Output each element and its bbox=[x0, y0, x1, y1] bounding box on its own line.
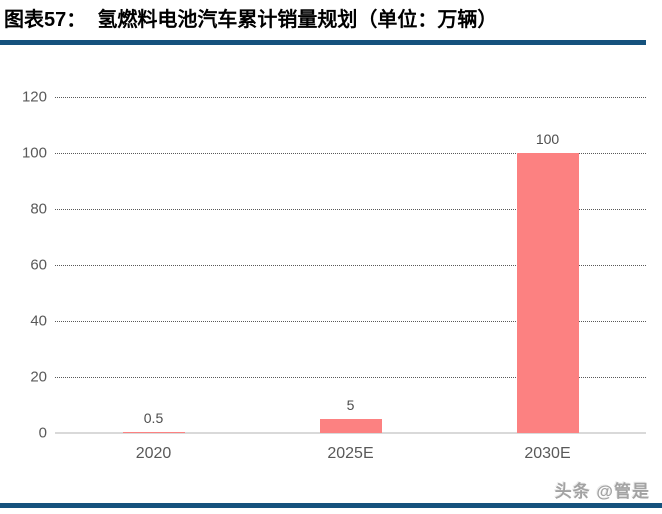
bottom-divider-line bbox=[0, 503, 662, 508]
gridline bbox=[55, 97, 646, 98]
x-axis-tick-label: 2020 bbox=[135, 445, 172, 462]
y-axis-tick-label: 120 bbox=[21, 88, 47, 106]
chart-title: 图表57： 氢燃料电池汽车累计销量规划（单位：万辆） bbox=[4, 9, 498, 31]
bar-value-label: 5 bbox=[346, 397, 355, 413]
gridline bbox=[55, 321, 646, 322]
gridline bbox=[55, 209, 646, 210]
bar-2025E bbox=[319, 419, 382, 433]
gridline bbox=[55, 153, 646, 154]
watermark-text: 头条 @管是 bbox=[554, 482, 650, 501]
y-axis-tick-label: 20 bbox=[30, 368, 47, 386]
title-divider-line bbox=[0, 40, 646, 45]
bar-2020 bbox=[122, 432, 185, 433]
x-axis-tick-label: 2030E bbox=[524, 445, 571, 462]
bar-value-label: 100 bbox=[535, 131, 560, 147]
y-axis-tick-label: 80 bbox=[30, 200, 47, 218]
gridline bbox=[55, 265, 646, 266]
y-axis-tick-label: 40 bbox=[30, 312, 47, 330]
bar-2030E bbox=[516, 153, 579, 433]
y-axis-tick-label: 60 bbox=[30, 256, 47, 274]
bar-chart: 0 20 40 60 80 100 120 0.5 2020 5 2025E 100 2030E bbox=[0, 60, 662, 480]
x-axis-baseline bbox=[55, 432, 646, 434]
gridline bbox=[55, 377, 646, 378]
y-axis-tick-label: 100 bbox=[21, 144, 47, 162]
bar-value-label: 0.5 bbox=[143, 410, 164, 426]
y-axis-tick-label: 0 bbox=[38, 424, 47, 442]
x-axis-tick-label: 2025E bbox=[327, 445, 374, 462]
